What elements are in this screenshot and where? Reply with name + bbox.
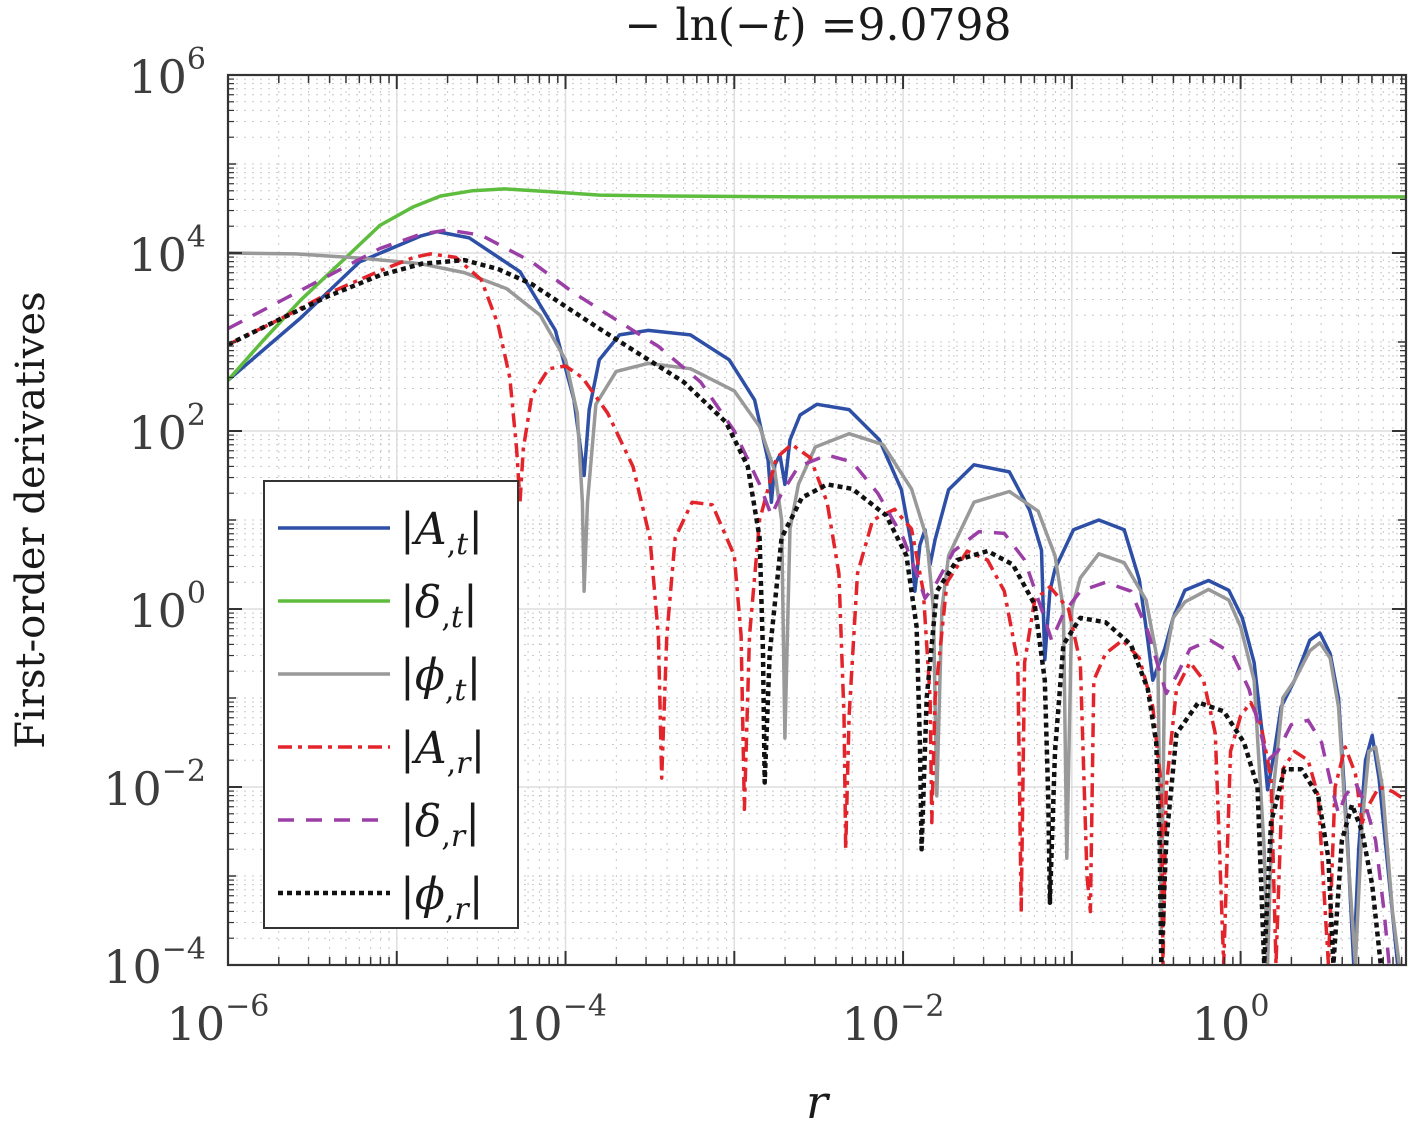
series-line-5 [228,257,1383,965]
legend-label: |A,r| [400,723,485,781]
y-tick-label: 100 [128,576,206,638]
legend-label: |ϕ,r| [400,869,484,927]
x-tick-label: 10−2 [842,989,945,1051]
y-tick-label: 104 [128,220,206,282]
x-tick-label: 100 [1192,989,1270,1051]
legend: |A,t| |δ,t| |ϕ,t| |A,r| |δ,r| |ϕ,r| [263,480,519,929]
y-tick-label: 10−2 [103,754,206,816]
y-axis-label: First-order derivatives [8,291,54,748]
legend-box [263,480,519,929]
series-line-1 [228,187,1406,382]
legend-label: |ϕ,t| [400,650,481,708]
legend-label: |δ,r| [400,796,480,854]
y-tick-labels: 106 104 102 100 10−2 10−4 [103,42,206,994]
x-tick-labels: 10−6 10−4 10−2 100 [167,989,1270,1051]
axis-ticks [227,74,1406,966]
x-tick-label: 10−4 [504,989,607,1051]
x-axis-label: r [806,1075,831,1129]
x-tick-label: 10−6 [167,989,270,1051]
series-line-2 [228,251,1401,965]
y-tick-label: 10−4 [103,932,206,994]
series-line-4 [228,228,1391,965]
y-tick-label: 106 [128,42,206,104]
legend-label: |δ,t| [400,577,478,635]
chart-title: − ln(−t) =9.0798 [625,0,1012,51]
legend-label: |A,t| [400,504,483,562]
series-layer [228,187,1406,965]
y-tick-label: 102 [128,398,206,460]
